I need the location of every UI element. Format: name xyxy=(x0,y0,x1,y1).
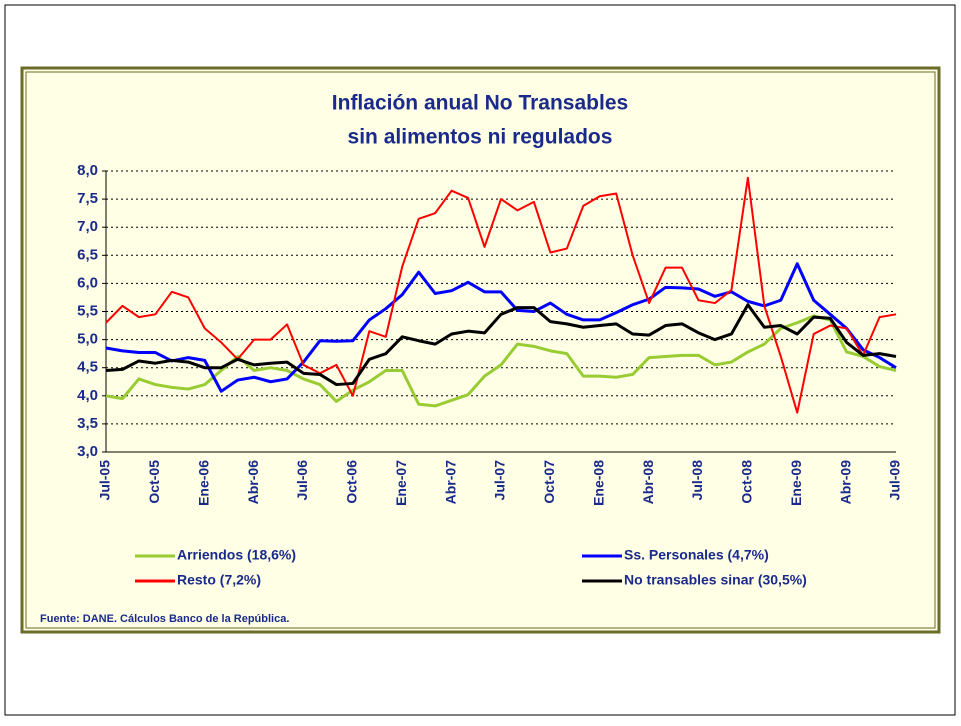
series-line xyxy=(105,303,897,387)
x-tick-label: Ene-07 xyxy=(393,460,409,506)
x-tick-label: Ene-09 xyxy=(788,460,804,506)
x-tick-label: Oct-08 xyxy=(739,460,755,504)
y-tick-label: 6,5 xyxy=(77,246,98,263)
y-tick-label: 4,5 xyxy=(77,359,98,376)
y-tick-label: 5,5 xyxy=(77,302,98,319)
legend-label: Ss. Personales (4,7%) xyxy=(624,547,769,563)
legend-label: No transables sinar (30,5%) xyxy=(624,572,807,588)
source-note: Fuente: DANE. Cálculos Banco de la Repúb… xyxy=(40,613,289,625)
chart-title: Inflación anual No Transables xyxy=(332,92,628,115)
legend-label: Resto (7,2%) xyxy=(177,572,261,588)
series-line xyxy=(105,314,897,408)
x-tick-label: Oct-06 xyxy=(344,460,360,504)
x-tick-label: Abr-09 xyxy=(837,460,853,505)
y-tick-label: 7,0 xyxy=(77,218,98,235)
y-tick-label: 4,0 xyxy=(77,387,98,404)
x-tick-label: Jul-05 xyxy=(97,460,113,501)
chart-title: sin alimentos ni regulados xyxy=(348,126,613,149)
x-tick-label: Ene-08 xyxy=(590,460,606,506)
chart-frame xyxy=(20,66,941,634)
y-tick-label: 3,0 xyxy=(77,443,98,460)
y-tick-label: 5,0 xyxy=(77,331,98,348)
x-tick-label: Abr-08 xyxy=(640,460,656,505)
x-tick-label: Jul-09 xyxy=(887,460,903,501)
x-tick-label: Abr-06 xyxy=(245,460,261,505)
chart-frame-inner xyxy=(25,71,936,629)
x-tick-label: Oct-05 xyxy=(146,460,162,504)
x-tick-label: Oct-07 xyxy=(541,460,557,504)
x-tick-label: Jul-06 xyxy=(294,460,310,501)
y-tick-label: 7,5 xyxy=(77,190,98,207)
y-tick-label: 3,5 xyxy=(77,415,98,432)
y-tick-label: 6,0 xyxy=(77,274,98,291)
x-tick-label: Abr-07 xyxy=(442,460,458,505)
x-tick-label: Jul-08 xyxy=(689,460,705,501)
x-tick-label: Ene-06 xyxy=(195,460,211,506)
x-tick-label: Jul-07 xyxy=(492,460,508,501)
y-tick-label: 8,0 xyxy=(77,162,98,179)
legend-label: Arriendos (18,6%) xyxy=(177,547,296,563)
